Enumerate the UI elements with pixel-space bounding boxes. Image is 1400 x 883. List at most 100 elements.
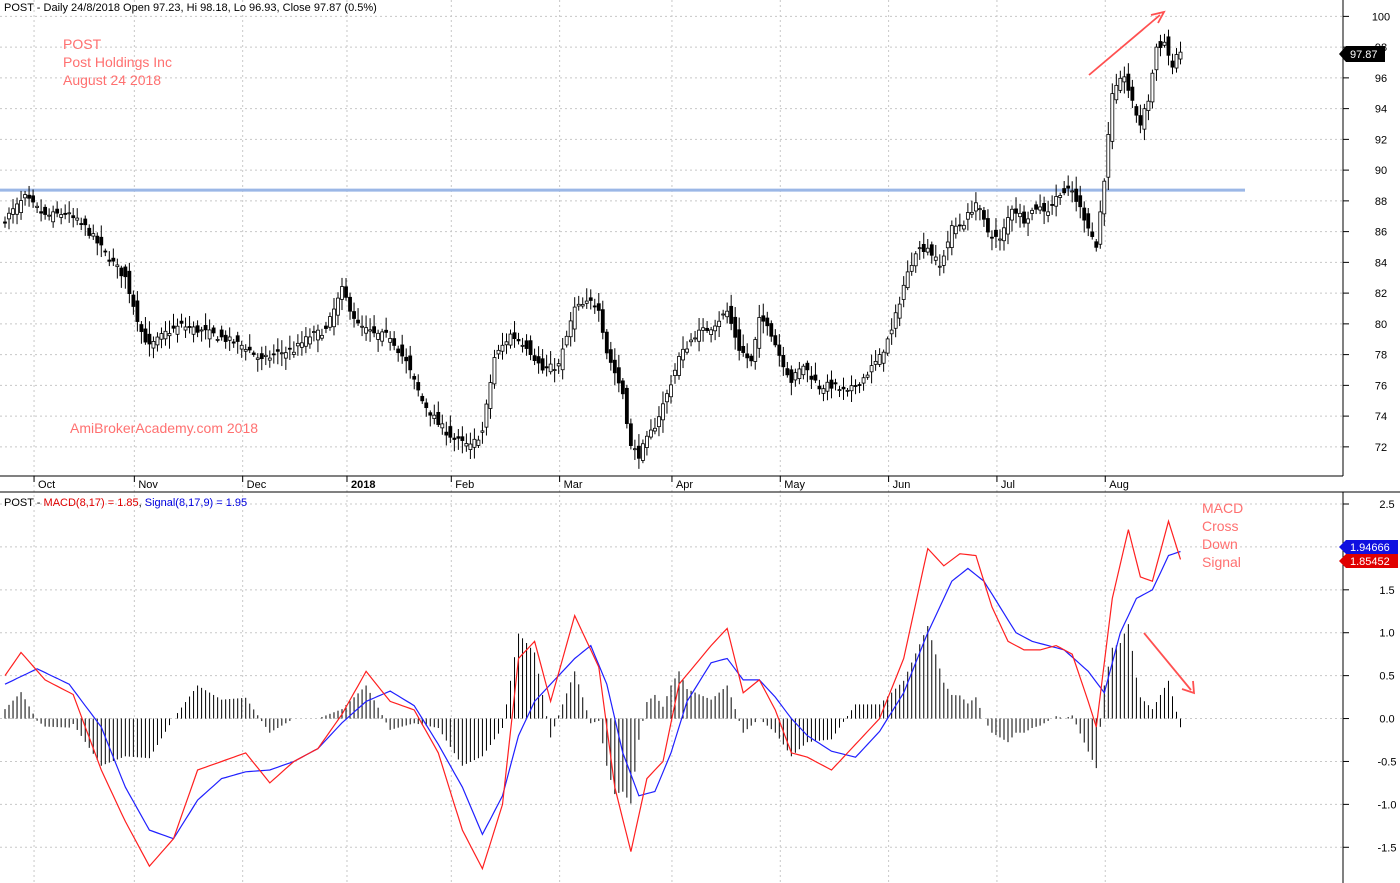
candle-body <box>63 212 68 215</box>
candle <box>677 352 681 380</box>
candle <box>588 289 593 310</box>
candle-body <box>524 340 529 349</box>
candle-body <box>500 344 505 352</box>
candle-body <box>978 208 982 211</box>
candle-body <box>588 297 593 301</box>
candle-body <box>713 325 718 332</box>
candle-body <box>99 236 104 246</box>
candle <box>440 414 445 435</box>
candle <box>372 315 377 338</box>
candle <box>693 330 697 343</box>
candle-body <box>697 329 701 342</box>
candle-body <box>424 402 429 409</box>
candle-body <box>889 329 894 335</box>
candle <box>1058 192 1063 205</box>
candle <box>103 248 108 257</box>
candle-body <box>990 236 994 239</box>
candle <box>941 249 946 274</box>
candle-body <box>159 333 164 340</box>
candle <box>159 327 164 349</box>
candle-body <box>532 355 537 361</box>
candle <box>123 264 128 289</box>
candle-body <box>604 331 609 354</box>
candle-body <box>27 194 31 199</box>
candle-body <box>291 351 296 355</box>
candle <box>1142 103 1147 141</box>
candle-body <box>1086 213 1091 229</box>
macd-y-tick-label: 1.0 <box>1379 628 1394 640</box>
candle-body <box>592 305 597 308</box>
candle-body <box>11 208 15 215</box>
candle <box>889 318 894 345</box>
candle <box>829 370 834 399</box>
candle-body <box>287 347 292 350</box>
candle-body <box>440 423 445 429</box>
svg-text:97.87: 97.87 <box>1350 49 1378 61</box>
price-y-tick-label: 74 <box>1375 411 1387 423</box>
candle-body <box>195 325 200 333</box>
candle <box>841 377 846 400</box>
candle <box>436 401 441 427</box>
candle-body <box>508 333 513 346</box>
candle <box>328 312 332 331</box>
annotation-watermark: AmiBrokerAcademy.com 2018 <box>70 420 258 436</box>
y-axis-labels: 7274767880828486889092949698100-1.5-1.0-… <box>1343 11 1396 854</box>
candle-body <box>71 215 76 219</box>
candle <box>901 276 906 308</box>
candle-body <box>255 357 260 360</box>
candle-body <box>432 414 437 419</box>
candle-body <box>35 205 39 208</box>
candle-body <box>39 211 44 214</box>
candle-body <box>941 255 946 266</box>
annotation-signal-note-1: MACD <box>1202 500 1243 516</box>
candle <box>11 199 15 224</box>
candle-body <box>235 335 240 342</box>
candle-body <box>544 366 549 369</box>
candle-body <box>865 374 870 378</box>
candle <box>199 326 204 342</box>
candle <box>255 353 260 372</box>
candle <box>737 317 742 361</box>
candle-body <box>436 411 441 425</box>
candle <box>929 241 934 264</box>
candle <box>957 213 962 232</box>
candle-body <box>320 334 324 339</box>
candle-body <box>316 329 320 341</box>
candle-body <box>388 338 393 343</box>
price-y-tick-label: 80 <box>1375 319 1387 331</box>
candle <box>661 391 665 433</box>
candle <box>484 399 489 436</box>
candle <box>592 298 597 314</box>
candle-body <box>103 250 108 253</box>
candle <box>468 432 473 459</box>
candle <box>540 349 545 374</box>
candle <box>1174 48 1179 73</box>
candle <box>271 344 276 364</box>
candle <box>821 384 826 402</box>
candle-body <box>564 335 569 346</box>
candle <box>452 433 457 452</box>
candle <box>312 325 316 342</box>
candle <box>19 190 23 220</box>
candle <box>949 220 954 256</box>
candle <box>1102 178 1107 226</box>
candle <box>1158 34 1163 57</box>
candle-body <box>295 342 300 347</box>
candle <box>187 316 192 334</box>
macd-header-macd: MACD(8,17) = 1.85 <box>44 497 139 509</box>
candle <box>51 205 56 228</box>
candle-body <box>974 202 978 212</box>
candle-body <box>608 349 613 363</box>
candle-body <box>653 427 657 432</box>
candle <box>231 338 236 348</box>
candle <box>496 344 501 359</box>
candle-body <box>1106 134 1111 178</box>
candle <box>368 318 372 342</box>
candle-body <box>55 208 60 214</box>
candle <box>215 336 220 343</box>
candle-body <box>512 332 517 339</box>
candle-body <box>51 211 56 223</box>
candle <box>781 346 786 376</box>
candle-body <box>147 333 152 345</box>
candle-body <box>729 305 734 324</box>
